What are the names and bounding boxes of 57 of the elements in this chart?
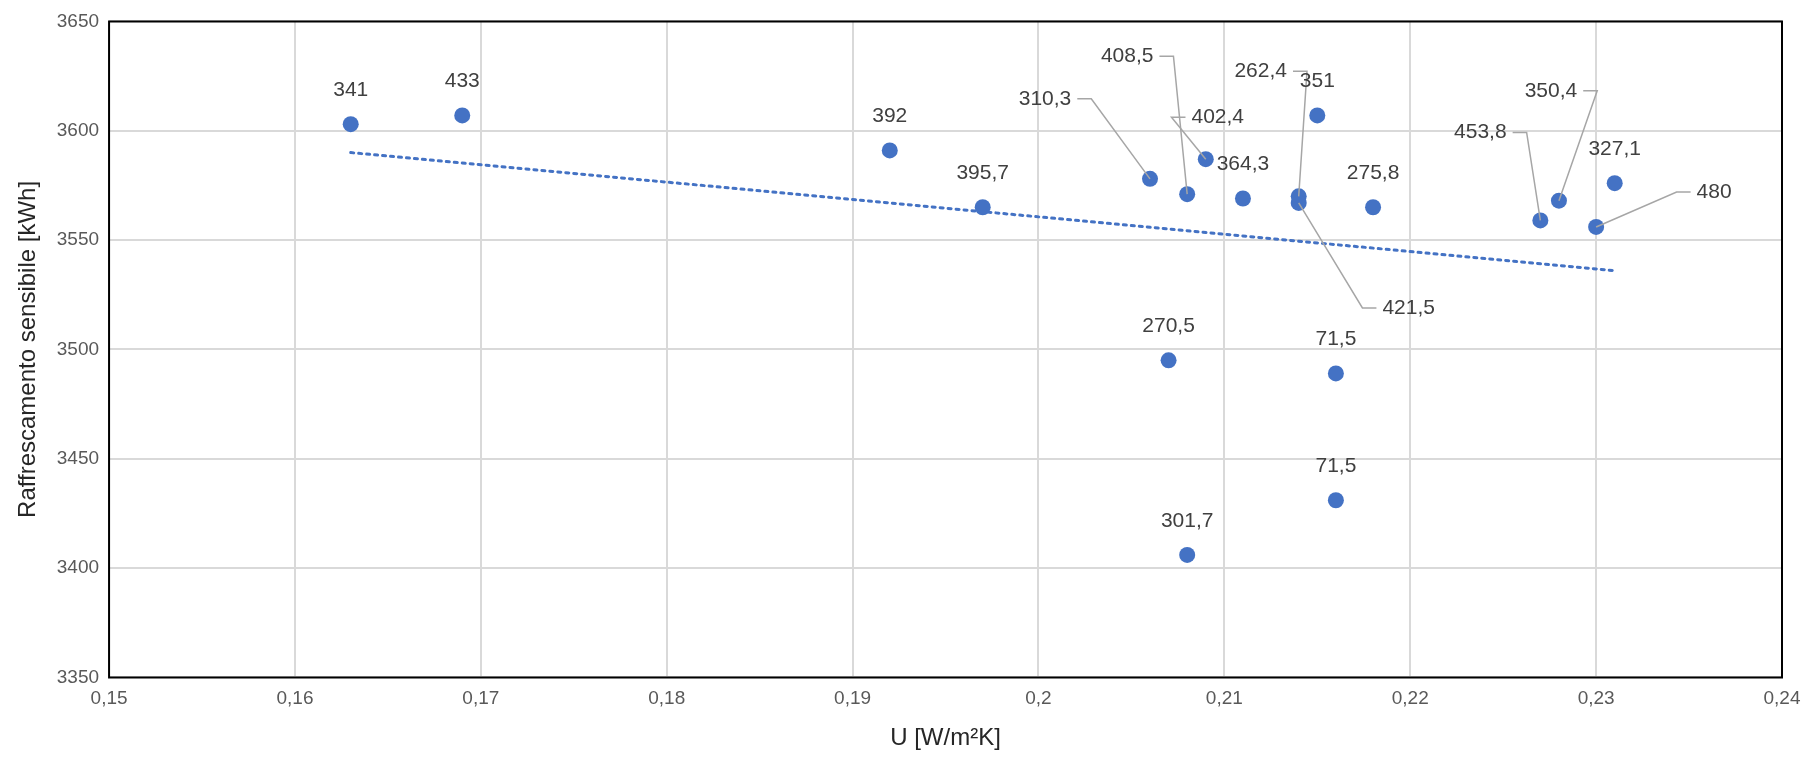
point bbox=[881, 142, 898, 159]
point bbox=[1142, 170, 1158, 187]
annotation: 433 bbox=[444, 68, 480, 92]
point bbox=[1550, 192, 1567, 209]
point bbox=[1160, 352, 1177, 369]
y-tick-label: 3550 bbox=[56, 228, 100, 250]
point bbox=[1234, 190, 1251, 207]
x-tick-label: 0,19 bbox=[834, 687, 872, 709]
y-tick-label: 3500 bbox=[56, 337, 100, 359]
annotation: 364,3 bbox=[1216, 151, 1270, 175]
point bbox=[1309, 107, 1326, 124]
annotation: 327,1 bbox=[1588, 136, 1641, 160]
annotation: 71,5 bbox=[1315, 326, 1357, 350]
annotation: 301,7 bbox=[1160, 507, 1214, 531]
y-tick-label: 3600 bbox=[56, 118, 100, 140]
point bbox=[1327, 492, 1344, 509]
point bbox=[1327, 365, 1344, 382]
annotation: 310,3 bbox=[1018, 85, 1072, 109]
annotation: 341 bbox=[333, 76, 369, 100]
point bbox=[1197, 151, 1214, 168]
x-tick-label: 0,18 bbox=[648, 687, 686, 709]
point bbox=[1179, 546, 1196, 563]
x-tick-label: 0,15 bbox=[90, 687, 128, 709]
x-tick-label: 0,2 bbox=[1025, 687, 1052, 709]
x-tick-label: 0,24 bbox=[1763, 687, 1801, 709]
point bbox=[454, 107, 471, 124]
point bbox=[1588, 218, 1605, 235]
x-axis-title: U [W/m²K] bbox=[890, 723, 1001, 751]
annotation: 408,5 bbox=[1100, 42, 1154, 66]
y-tick-label: 3650 bbox=[56, 9, 100, 31]
point bbox=[1606, 175, 1623, 192]
annotation: 71,5 bbox=[1315, 453, 1357, 477]
annotation: 351 bbox=[1299, 68, 1335, 92]
y-axis-title: Raffrescamento sensibile [kWh] bbox=[13, 180, 41, 518]
x-tick-label: 0,21 bbox=[1205, 687, 1243, 709]
annotation: 350,4 bbox=[1524, 77, 1578, 101]
annotation: 402,4 bbox=[1191, 103, 1245, 127]
annotation: 262,4 bbox=[1234, 58, 1288, 82]
annotation: 395,7 bbox=[956, 160, 1009, 184]
x-tick-label: 0,22 bbox=[1391, 687, 1429, 709]
annotation: 453,8 bbox=[1454, 119, 1507, 143]
point bbox=[1365, 199, 1382, 216]
point bbox=[1532, 212, 1549, 229]
annotation: 421,5 bbox=[1382, 294, 1435, 318]
x-tick-label: 0,23 bbox=[1577, 687, 1615, 709]
annotation: 270,5 bbox=[1142, 313, 1195, 337]
x-tick-label: 0,16 bbox=[276, 687, 314, 709]
point bbox=[342, 116, 359, 133]
annotation: 392 bbox=[872, 103, 908, 127]
point bbox=[1179, 186, 1196, 203]
x-tick-label: 0,17 bbox=[462, 687, 500, 709]
y-tick-label: 3450 bbox=[56, 446, 100, 468]
y-tick-label: 3350 bbox=[56, 665, 100, 687]
point bbox=[974, 199, 991, 216]
annotation: 480 bbox=[1696, 178, 1732, 202]
annotation: 275,8 bbox=[1346, 160, 1400, 184]
y-tick-label: 3400 bbox=[56, 556, 100, 578]
